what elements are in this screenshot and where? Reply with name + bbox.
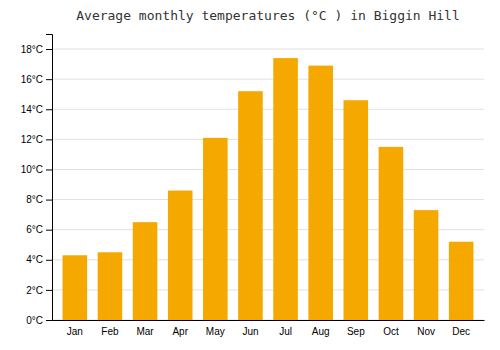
tick: 8°C (26, 194, 52, 205)
tick: Oct (383, 326, 399, 337)
tick-mark (46, 260, 52, 261)
bars (63, 58, 474, 320)
grid-line (52, 139, 484, 140)
tick: 16°C (21, 74, 52, 85)
tick-mark (46, 139, 52, 140)
tick-label: 14°C (21, 104, 43, 115)
tick: 6°C (26, 224, 52, 235)
bar (449, 242, 474, 320)
grid-line (52, 199, 484, 200)
tick-label: 0°C (26, 315, 43, 326)
bar (414, 210, 439, 320)
tick-mark (46, 109, 52, 110)
tick-label: Feb (101, 326, 119, 337)
tick: Jan (67, 326, 83, 337)
tick-label: 16°C (21, 74, 43, 85)
tick-label: Jun (242, 326, 258, 337)
chart: 0°C 2°C 4°C 6°C 8°C 10°C 12°C 14°C 16°C 18°C Jan Fe… (0, 0, 500, 350)
tick: 14°C (21, 104, 52, 115)
tick: Feb (101, 326, 119, 337)
tick: 12°C (21, 134, 52, 145)
bar (203, 138, 228, 320)
title: Average monthly temperatures (°C ) in Bi… (76, 8, 460, 23)
tick-label: 2°C (26, 285, 43, 296)
plot: 0°C 2°C 4°C 6°C 8°C 10°C 12°C 14°C 16°C 18°C Jan Fe… (21, 35, 485, 338)
tick-mark (46, 49, 52, 50)
tick-label: Sep (347, 326, 365, 337)
tick: Nov (417, 326, 435, 337)
tick: 18°C (21, 44, 52, 55)
tick-label: Oct (383, 326, 399, 337)
tick: 2°C (26, 285, 52, 296)
bar (238, 91, 263, 320)
bar (133, 222, 158, 320)
tick-label: Aug (312, 326, 330, 337)
tick: Apr (172, 326, 188, 337)
tick: Dec (452, 326, 470, 337)
grid-line (52, 169, 484, 170)
tick-label: Jul (279, 326, 292, 337)
tick-label: 4°C (26, 254, 43, 265)
tick-mark (46, 200, 52, 201)
tick: Aug (312, 326, 330, 337)
tick-label: May (206, 326, 225, 337)
tick-label: 6°C (26, 224, 43, 235)
tick: Sep (347, 326, 365, 337)
axis-line (46, 35, 53, 321)
tick: 10°C (21, 164, 52, 175)
bar (63, 255, 88, 320)
tick-mark (46, 320, 52, 321)
tick-mark (46, 79, 52, 80)
tick: 0°C (26, 315, 52, 326)
bar (98, 252, 123, 320)
tick-mark (46, 290, 52, 291)
tick-label: 18°C (21, 44, 43, 55)
tick: May (206, 326, 225, 337)
tick-label: 12°C (21, 134, 43, 145)
tick: Jul (279, 326, 292, 337)
tick-label: 10°C (21, 164, 43, 175)
tick-label: Jan (67, 326, 83, 337)
tick-label: Mar (136, 326, 154, 337)
y-axis: 0°C 2°C 4°C 6°C 8°C 10°C 12°C 14°C 16°C 18°C (21, 35, 53, 326)
bar (308, 66, 333, 320)
x-axis: Jan Feb Mar Apr May Jun Jul Aug Sep Oct Nov Dec (53, 321, 485, 338)
bar (379, 147, 404, 320)
tick: 4°C (26, 254, 52, 265)
tick-mark (46, 169, 52, 170)
tick-mark (46, 230, 52, 231)
bar (344, 100, 369, 320)
tick-label: Dec (452, 326, 470, 337)
tick-label: 8°C (26, 194, 43, 205)
tick: Jun (242, 326, 258, 337)
tick-label: Nov (417, 326, 435, 337)
grid-line (52, 109, 484, 110)
tick: Mar (136, 326, 154, 337)
grid-line (52, 79, 484, 80)
grid (52, 49, 484, 320)
tick-label: Apr (172, 326, 188, 337)
bar (273, 58, 298, 320)
axis-line (53, 320, 485, 321)
grid-line (52, 49, 484, 50)
bar (168, 191, 193, 320)
